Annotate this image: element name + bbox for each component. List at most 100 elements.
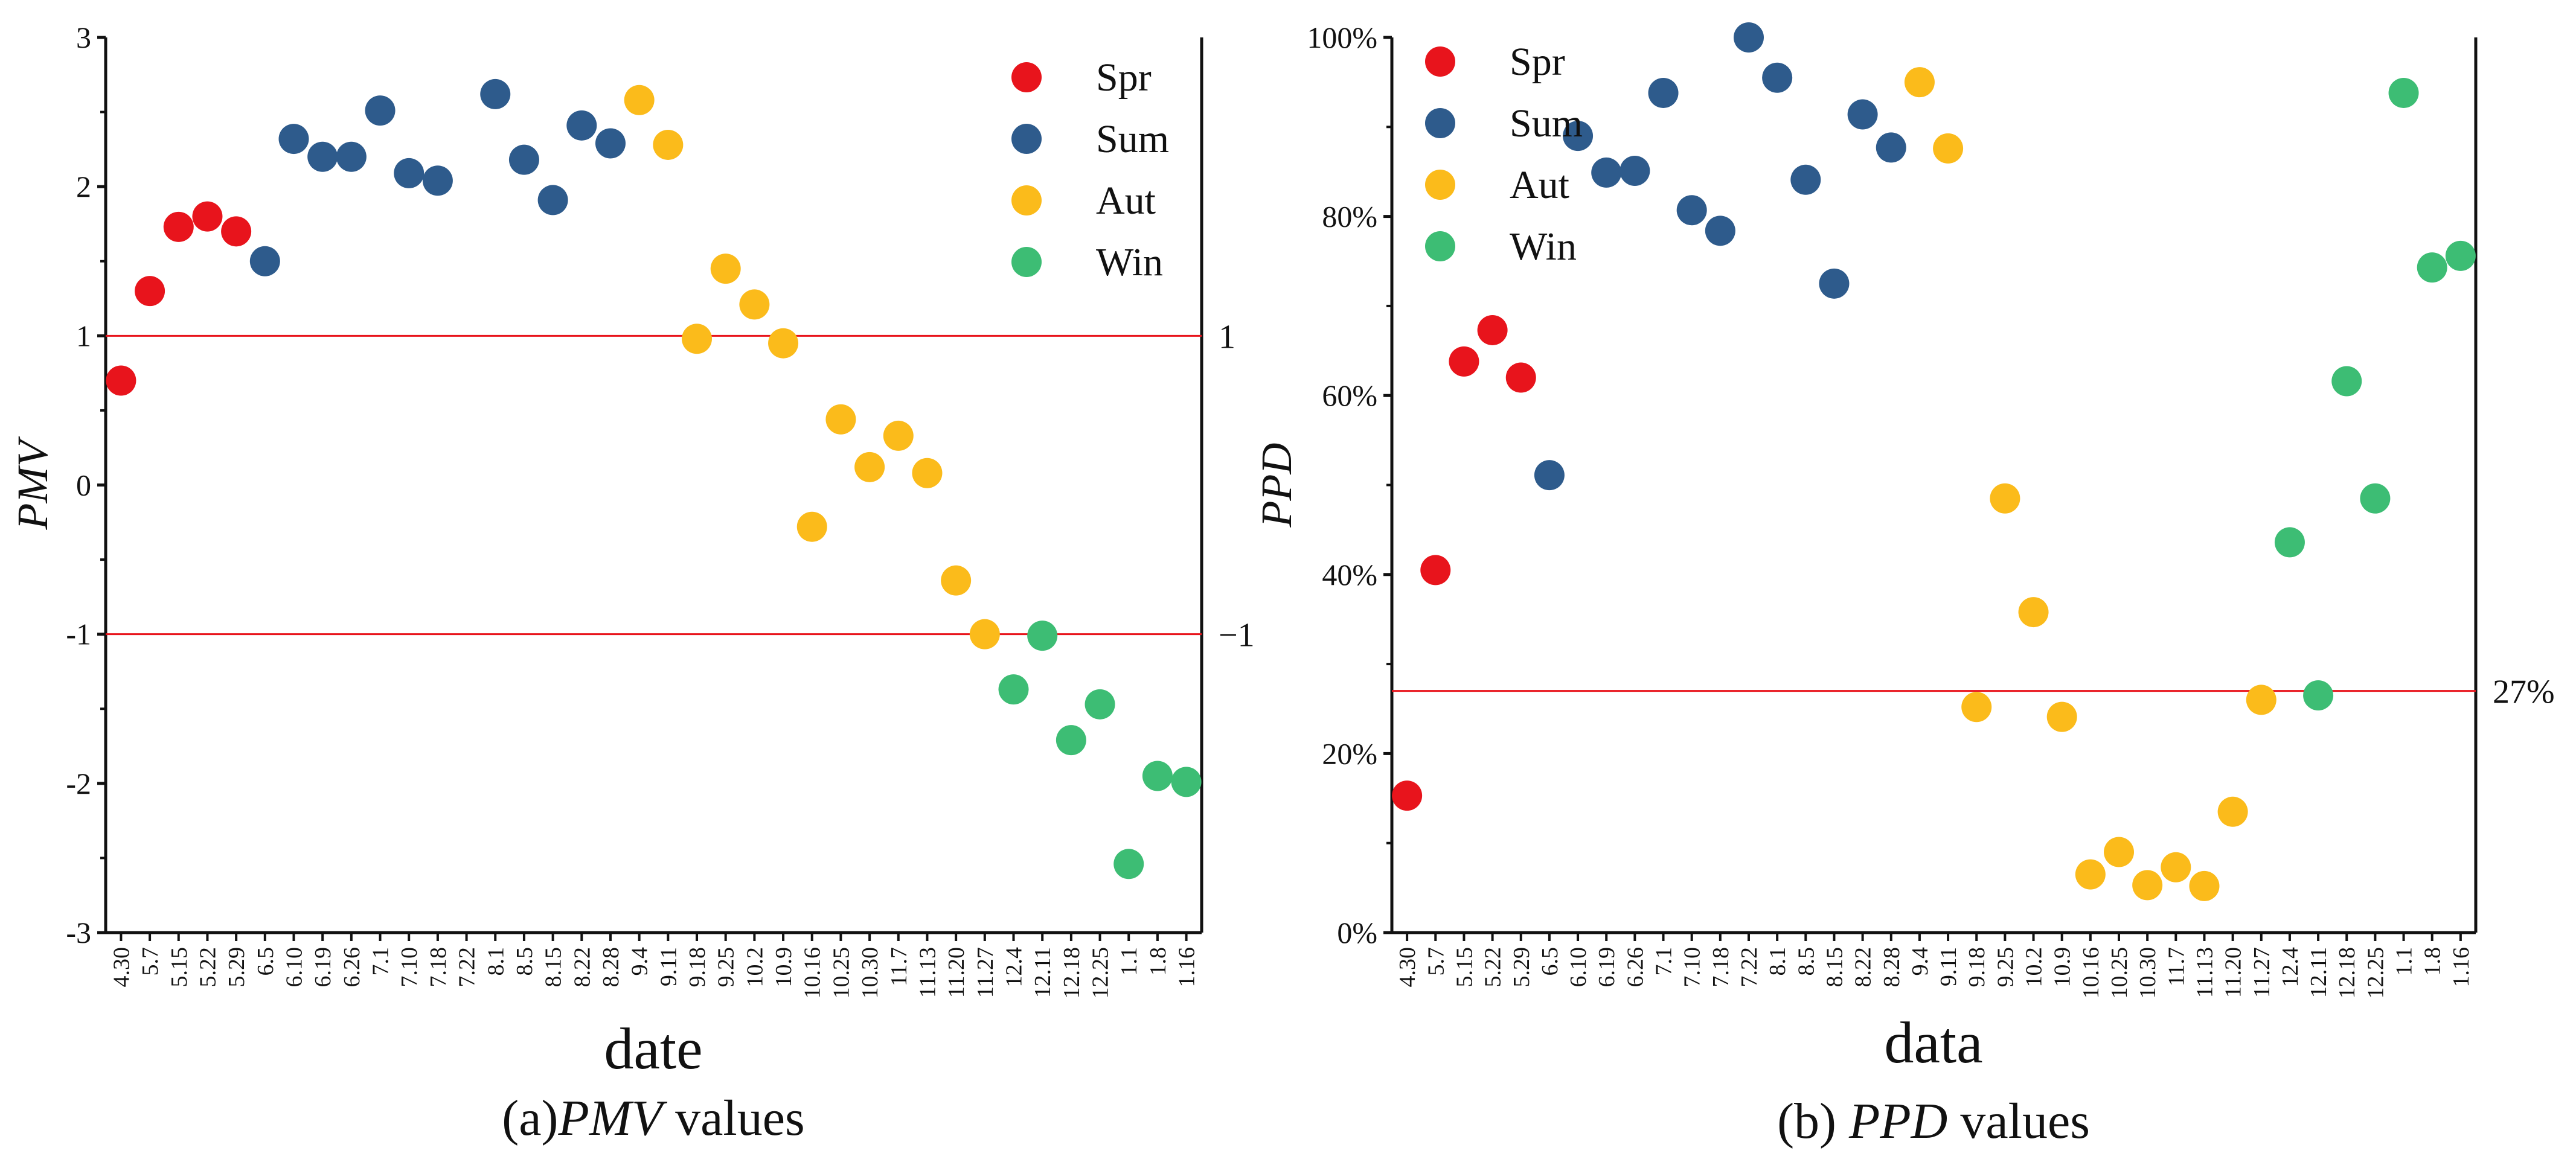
pmv-point-aut xyxy=(768,328,799,359)
pmv-y-tick-label: 0 xyxy=(76,468,91,502)
pmv-point-aut xyxy=(883,420,914,451)
pmv-x-tick-label: 8.1 xyxy=(483,947,508,976)
pmv-x-axis-title: date xyxy=(604,1016,702,1082)
pmv-x-tick-label: 12.25 xyxy=(1088,947,1113,999)
pmv-x-tick-label: 10.16 xyxy=(800,947,825,999)
ppd-chart-panel: 0% 20% 40% 60% 80% 100% 4.30 5.7 5.15 5.22 5.29 6.5… xyxy=(1252,21,2555,1149)
pmv-point-win xyxy=(1085,689,1115,720)
ppd-point-aut xyxy=(2104,837,2135,867)
pmv-x-tick-label: 6.10 xyxy=(281,947,307,988)
pmv-x-tick-label: 12.11 xyxy=(1030,947,1056,998)
ppd-legend-label: Spr xyxy=(1510,40,1565,84)
ppd-x-tick-label: 10.30 xyxy=(2135,947,2161,999)
pmv-x-tick-label: 8.22 xyxy=(569,947,595,988)
ppd-point-sum xyxy=(1876,132,1906,163)
pmv-point-aut xyxy=(825,404,856,435)
ppd-point-sum xyxy=(1819,268,1850,299)
ppd-point-sum xyxy=(1790,164,1821,195)
pmv-chart-panel: -3 -2 -1 0 1 2 3 4.30 5.7 5.15 5.22 5.29 6.5 6.10 6.19… xyxy=(8,21,1255,1146)
pmv-x-tick-label: 9.25 xyxy=(714,947,739,988)
ppd-x-tick-label: 12.11 xyxy=(2306,947,2331,998)
ppd-point-aut xyxy=(1990,483,2020,514)
ppd-x-tick-label: 8.28 xyxy=(1879,947,1905,988)
ppd-legend-marker-sum xyxy=(1425,108,1455,138)
ppd-x-tick-label: 11.27 xyxy=(2249,947,2275,998)
pmv-legend-label: Aut xyxy=(1096,179,1156,223)
pmv-x-tick-label: 10.25 xyxy=(828,947,854,999)
ppd-x-tick-label: 10.9 xyxy=(2050,947,2075,988)
pmv-x-tick-label: 5.29 xyxy=(224,947,249,988)
pmv-point-spr xyxy=(163,211,194,242)
pmv-legend-marker-sum xyxy=(1011,124,1042,154)
pmv-x-tick-label: 10.30 xyxy=(857,947,883,999)
ppd-x-tick-label: 5.29 xyxy=(1509,947,1534,988)
ppd-point-aut xyxy=(2189,870,2220,901)
ppd-point-sum xyxy=(1563,121,1594,152)
ppd-x-tick-label: 6.26 xyxy=(1623,947,1648,988)
ppd-x-tick-label: 6.19 xyxy=(1594,947,1620,988)
pmv-point-aut xyxy=(653,129,684,160)
ppd-point-win xyxy=(2303,680,2334,711)
ppd-point-win xyxy=(2360,483,2391,514)
ppd-legend-label: Aut xyxy=(1510,163,1569,207)
pmv-x-tick-label: 11.20 xyxy=(944,947,969,998)
ppd-x-tick-label: 8.5 xyxy=(1793,947,1819,976)
ppd-x-tick-label: 12.18 xyxy=(2334,947,2360,999)
pmv-point-aut xyxy=(854,452,885,482)
pmv-point-aut xyxy=(912,458,943,488)
ppd-caption-prefix: (b) xyxy=(1777,1093,1849,1149)
ppd-point-sum xyxy=(1620,155,1650,186)
pmv-x-tick-label: 4.30 xyxy=(109,947,134,988)
ppd-point-aut xyxy=(1904,67,1935,98)
pmv-y-tick-label: 3 xyxy=(76,21,91,54)
pmv-reference-label: −1 xyxy=(1219,617,1255,654)
pmv-x-tick-label: 11.13 xyxy=(915,947,940,998)
ppd-x-tick-label: 5.15 xyxy=(1452,947,1477,988)
pmv-x-tick-label: 6.5 xyxy=(253,947,278,976)
pmv-point-sum xyxy=(394,158,425,188)
ppd-legend-label: Win xyxy=(1510,225,1577,269)
pmv-y-tick-label: -2 xyxy=(66,767,91,800)
pmv-x-tick-label: 10.2 xyxy=(742,947,767,988)
pmv-point-sum xyxy=(508,144,539,175)
pmv-x-tick-label: 7.22 xyxy=(455,947,480,988)
pmv-legend-marker-spr xyxy=(1011,62,1042,92)
ppd-x-tick-label: 8.1 xyxy=(1765,947,1790,976)
pmv-x-tick-label: 5.7 xyxy=(138,947,163,976)
pmv-x-tick-label: 8.28 xyxy=(598,947,624,988)
ppd-point-aut xyxy=(2246,685,2276,715)
ppd-legend-marker-win xyxy=(1425,231,1455,261)
ppd-x-tick-label: 10.2 xyxy=(2022,947,2047,988)
ppd-point-sum xyxy=(1847,99,1878,130)
pmv-legend-marker-aut xyxy=(1011,185,1042,215)
pmv-x-tick-label: 9.18 xyxy=(685,947,710,988)
ppd-y-tick-label: 100% xyxy=(1307,21,1377,54)
pmv-point-sum xyxy=(249,246,280,276)
ppd-legend-label: Sum xyxy=(1510,101,1583,145)
pmv-x-tick-label: 1.16 xyxy=(1174,947,1200,988)
pmv-point-aut xyxy=(941,565,972,596)
pmv-x-tick-label: 1.1 xyxy=(1117,947,1142,976)
ppd-x-tick-label: 10.16 xyxy=(2078,947,2104,999)
pmv-point-sum xyxy=(537,185,568,215)
pmv-y-tick-label: -3 xyxy=(66,916,91,949)
pmv-point-spr xyxy=(106,365,136,396)
ppd-caption-italic: PPD xyxy=(1848,1093,1947,1149)
ppd-point-aut xyxy=(2046,701,2077,732)
pmv-x-tick-label: 7.1 xyxy=(368,947,394,976)
ppd-point-aut xyxy=(2161,852,2191,882)
ppd-x-tick-label: 8.22 xyxy=(1851,947,1876,988)
pmv-legend-marker-win xyxy=(1011,247,1042,277)
pmv-x-tick-label: 9.4 xyxy=(627,947,653,976)
ppd-point-aut xyxy=(1933,133,1964,164)
ppd-x-tick-label: 12.4 xyxy=(2278,947,2303,988)
ppd-x-tick-label: 4.30 xyxy=(1395,947,1420,988)
ppd-y-tick-label: 40% xyxy=(1322,558,1377,592)
pmv-x-tick-label: 1.8 xyxy=(1145,947,1171,976)
pmv-point-win xyxy=(1142,761,1173,791)
pmv-x-tick-label: 7.18 xyxy=(426,947,451,988)
pmv-point-win xyxy=(998,674,1029,705)
pmv-legend-label: Win xyxy=(1096,240,1163,284)
pmv-x-tick-label: 11.7 xyxy=(886,947,912,986)
